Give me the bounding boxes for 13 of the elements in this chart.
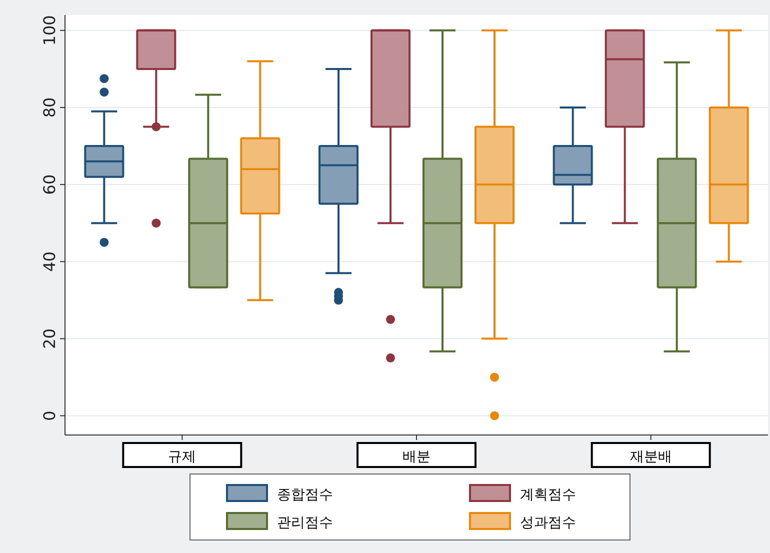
y-tick-label: 100 [40,15,59,46]
y-tick-label: 40 [40,251,59,272]
legend-label: 관리점수 [277,515,333,531]
y-tick-label: 60 [40,174,59,195]
legend-label: 종합점수 [277,487,333,503]
y-tick-label: 0 [40,410,59,421]
x-tick-label: 배분 [402,449,430,465]
legend-label: 성과점수 [520,515,576,531]
legend-label: 계획점수 [520,487,576,503]
y-tick-label: 20 [40,328,59,349]
y-tick-label: 80 [40,97,59,118]
x-tick-label: 재분배 [630,449,672,465]
x-tick-label: 규제 [168,449,196,465]
